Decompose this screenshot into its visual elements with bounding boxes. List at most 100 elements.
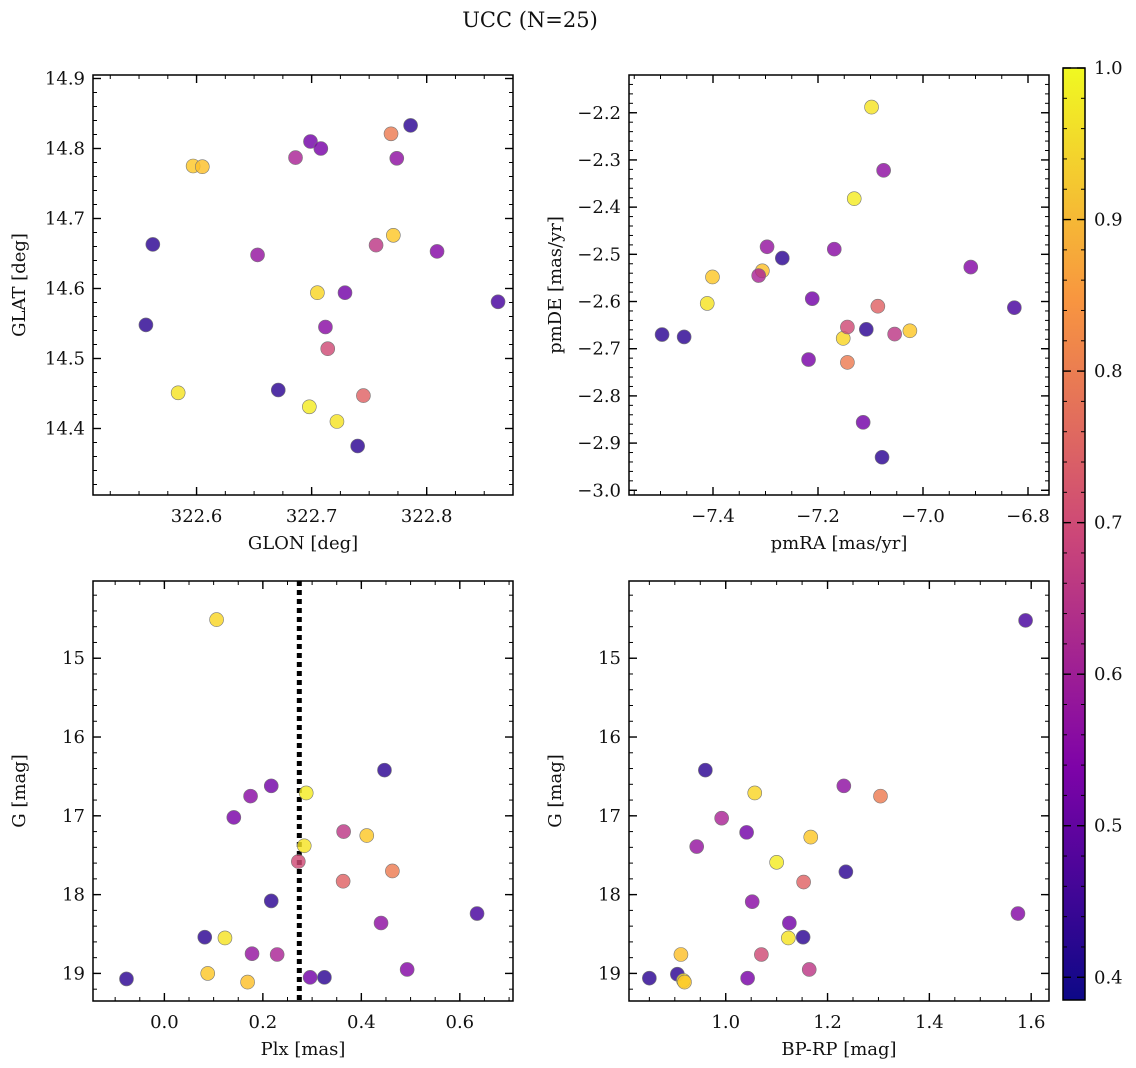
star-point [356, 388, 371, 403]
star-point [170, 385, 186, 401]
colorbar-tick-label: 0.5 [1094, 816, 1123, 837]
star-point [240, 974, 255, 990]
x-tick-label: 0.0 [150, 1012, 179, 1033]
y-tick-label: −3.0 [577, 480, 621, 501]
star-point [759, 239, 775, 255]
scatter-panels: 322.6 322.7 322.8 14.4 14.5 14.6 14.7 14.8 14.9 G… [9, 69, 1050, 1061]
y-tick-label: −2.4 [577, 197, 621, 218]
y-tick-label: −2.7 [577, 339, 621, 360]
star-point [350, 438, 365, 454]
star-point [226, 810, 242, 825]
y-tick-label: 15 [598, 648, 621, 669]
star-point [876, 163, 891, 178]
star-point [887, 326, 902, 342]
star-point [269, 947, 285, 962]
star-point [329, 414, 345, 429]
star-point [244, 946, 260, 962]
y-axis-label: G [mag] [545, 754, 566, 827]
star-point [1007, 300, 1022, 315]
star-point [858, 322, 874, 337]
star-point [317, 970, 332, 985]
star-point [801, 962, 817, 977]
star-point [796, 874, 811, 890]
star-point [209, 612, 224, 627]
star-point [337, 285, 353, 301]
axes-frame [628, 580, 1050, 1002]
x-tick-label: 0.2 [249, 1012, 278, 1033]
colorbar-frame [1062, 67, 1086, 1001]
y-tick-label: 14.6 [45, 279, 85, 300]
x-tick-label: 322.7 [286, 506, 338, 527]
plot-area [642, 613, 1033, 990]
plot-area [119, 581, 485, 1001]
axes-frame [92, 74, 514, 496]
y-axis-label: G [mag] [9, 754, 30, 827]
colorbar-tick-label: 0.8 [1094, 361, 1123, 382]
star-point [298, 785, 314, 801]
star-point [469, 906, 485, 921]
star-point [870, 298, 886, 314]
star-point [270, 382, 286, 398]
x-tick-label: −7.4 [691, 506, 735, 527]
y-tick-label: −2.8 [577, 386, 621, 407]
colorbar-gradient [1063, 68, 1085, 1000]
y-tick-label: 14.7 [45, 209, 85, 230]
x-tick-label: 0.6 [446, 1012, 475, 1033]
star-point [864, 99, 879, 115]
star-point [386, 228, 401, 243]
star-point [302, 399, 317, 415]
star-point [676, 329, 692, 345]
x-axis-label: BP-RP [mag] [781, 1039, 896, 1060]
star-point [705, 269, 720, 285]
star-point [336, 824, 351, 839]
panel-4: 1.0 1.2 1.4 1.6 15 16 17 18 19 BP-RP [mag] G [mag] [545, 580, 1050, 1060]
star-point [769, 855, 784, 870]
star-point [335, 873, 351, 889]
x-tick-label: 1.4 [915, 1012, 944, 1033]
star-point [302, 970, 318, 985]
y-tick-label: −2.3 [577, 150, 621, 171]
y-tick-label: 15 [62, 648, 85, 669]
star-point [673, 947, 689, 962]
star-point [291, 854, 306, 869]
star-point [874, 449, 890, 465]
plot-area [138, 118, 506, 454]
star-point [310, 285, 325, 301]
star-point [197, 929, 213, 945]
star-point [217, 930, 233, 946]
star-point [840, 319, 855, 335]
star-point [429, 244, 445, 259]
y-tick-label: 18 [598, 885, 621, 906]
panel-1: 322.6 322.7 322.8 14.4 14.5 14.6 14.7 14.8 14.9 G… [9, 69, 514, 554]
y-tick-label: 14.4 [45, 419, 85, 440]
figure-title: UCC (N=25) [462, 8, 598, 32]
colorbar-tick-label: 0.9 [1094, 210, 1123, 231]
star-point [677, 974, 692, 990]
star-point [963, 259, 979, 275]
x-tick-label: −6.8 [1006, 506, 1050, 527]
star-point [399, 962, 415, 977]
star-point [145, 237, 161, 252]
star-point [739, 825, 754, 840]
star-point [303, 134, 318, 149]
y-tick-label: −2.9 [577, 433, 621, 454]
x-tick-label: 1.2 [813, 1012, 842, 1033]
x-tick-label: 1.6 [1017, 1012, 1046, 1033]
star-point [119, 971, 134, 987]
axes-frame [92, 580, 514, 1002]
star-point [754, 947, 769, 962]
star-point [313, 141, 329, 156]
star-point [359, 828, 375, 843]
star-point [250, 247, 265, 263]
star-point [1018, 613, 1033, 628]
x-tick-label: 0.4 [347, 1012, 376, 1033]
star-point [840, 355, 855, 370]
star-point [803, 829, 819, 845]
colorbar: 0.4 0.5 0.6 0.7 0.8 0.9 1.0 [1062, 58, 1123, 1001]
star-point [389, 151, 405, 166]
colorbar-tick-label: 0.6 [1094, 664, 1123, 685]
panel-2: −7.4 −7.2 −7.0 −6.8 −3.0 −2.9 −2.8 −2.7 −2.6 −2.5… [545, 74, 1050, 554]
star-point [318, 319, 333, 335]
y-tick-label: −2.2 [577, 103, 621, 124]
